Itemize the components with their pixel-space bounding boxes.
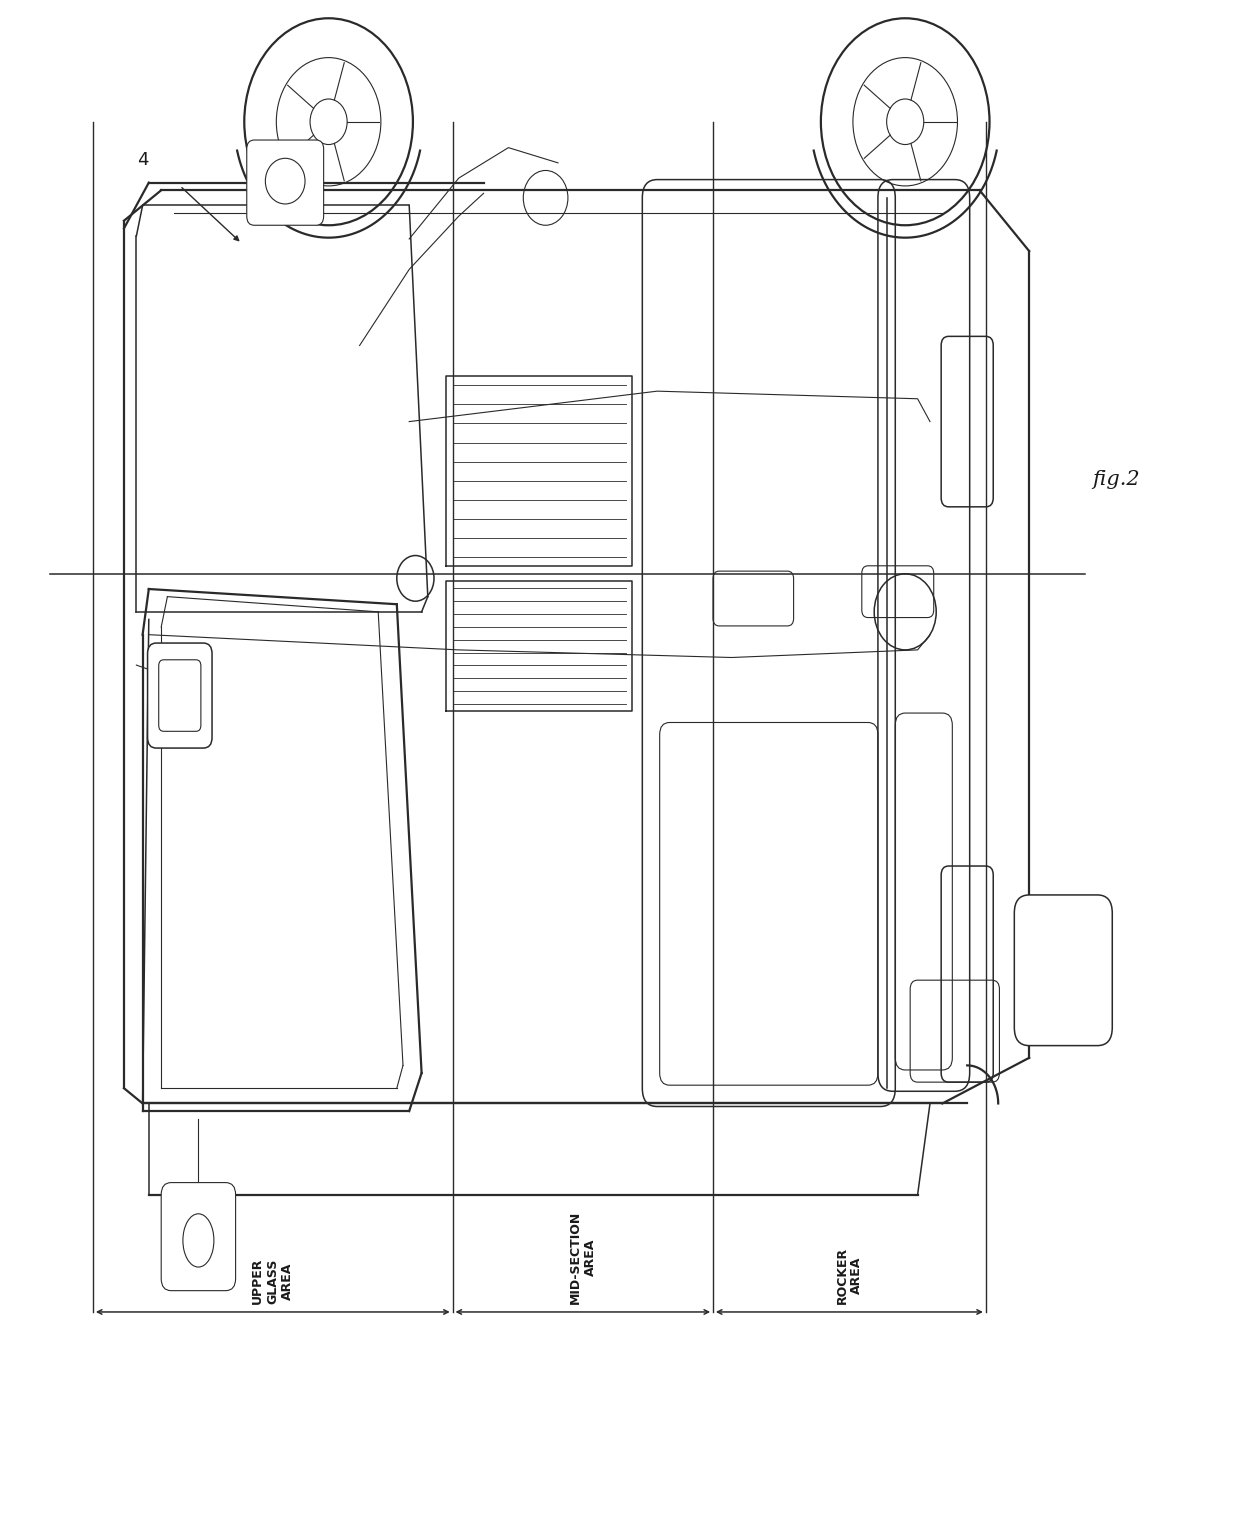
FancyBboxPatch shape <box>1014 895 1112 1046</box>
Text: fig.2: fig.2 <box>1092 470 1140 489</box>
FancyBboxPatch shape <box>161 1183 236 1291</box>
Text: MID-SECTION
AREA: MID-SECTION AREA <box>569 1212 596 1304</box>
FancyBboxPatch shape <box>247 140 324 225</box>
Text: UPPER
GLASS
AREA: UPPER GLASS AREA <box>252 1259 294 1304</box>
Text: ROCKER
AREA: ROCKER AREA <box>836 1247 863 1304</box>
FancyBboxPatch shape <box>148 642 212 747</box>
Text: 4: 4 <box>136 151 149 169</box>
